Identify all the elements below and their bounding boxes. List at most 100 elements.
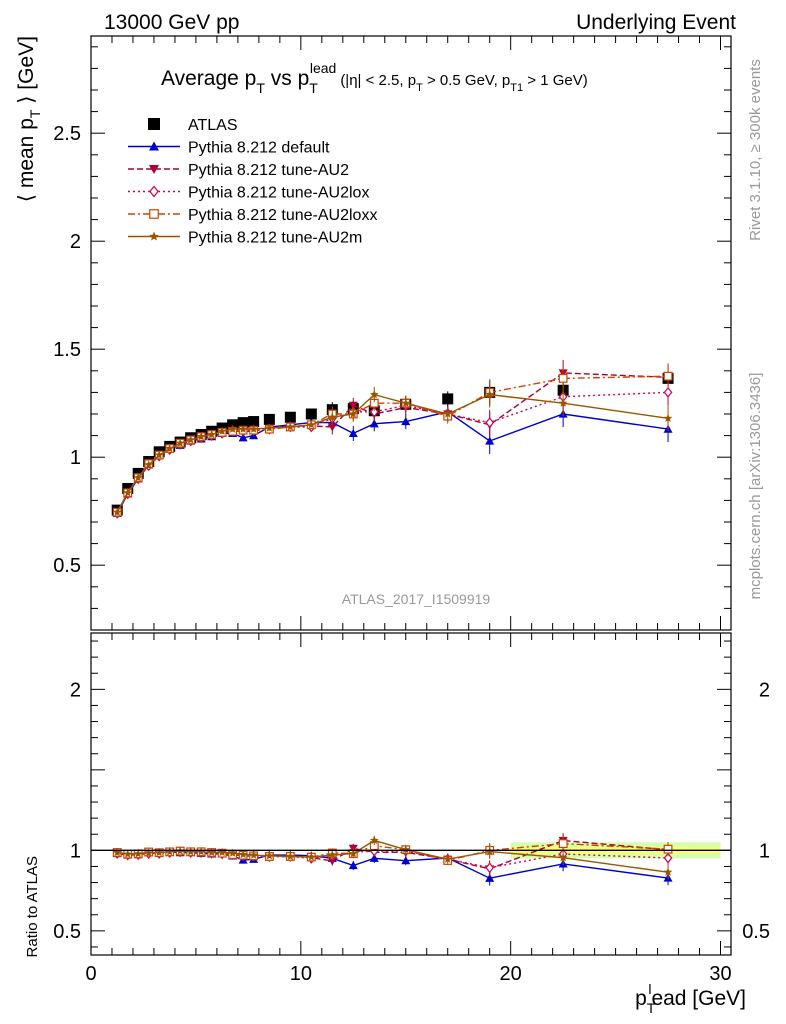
data-point: [263, 413, 275, 425]
watermark: ATLAS_2017_I1509919: [342, 591, 491, 607]
legend-marker: [149, 185, 159, 198]
ratio-point: [349, 849, 358, 858]
ratio-point: [196, 847, 206, 856]
data-point: [485, 390, 494, 399]
ratio-point: [485, 873, 495, 882]
series-line: [116, 391, 669, 514]
data-point: [349, 409, 358, 418]
ratio-point: [558, 839, 568, 849]
ratio-point: [307, 852, 316, 861]
mcplots-label: mcplots.cern.ch [arXiv:1306.3436]: [747, 373, 764, 600]
ratio-point: [663, 867, 673, 876]
data-point: [558, 373, 568, 383]
data-point: [663, 386, 673, 398]
legend: ATLAS Pythia 8.212 default Pythia 8.212 tu…: [128, 117, 377, 247]
y-tick-label: 0.5: [53, 555, 81, 577]
ratio-point: [401, 845, 410, 854]
legend-label: Pythia 8.212 tune-AU2lox: [188, 185, 369, 202]
data-point: [305, 408, 317, 420]
ratio-tick-label-right: 1: [759, 840, 770, 862]
data-point: [307, 420, 316, 429]
data-point: [401, 398, 410, 407]
ratio-plot: 0 10 20 30 0.5 0.5 1 1 2 2: [53, 632, 770, 985]
data-point: [186, 435, 195, 444]
ratio-y-axis-label: Ratio to ATLAS: [24, 856, 41, 957]
data-point: [369, 419, 379, 428]
series-4: [112, 363, 673, 517]
x-tick-label: 20: [500, 963, 522, 985]
data-point: [485, 417, 495, 429]
x-tick-label: 0: [85, 963, 96, 985]
data-point: [248, 416, 260, 428]
data-point: [369, 406, 379, 418]
x-tick-label: 30: [709, 963, 731, 985]
y-tick-label: 1: [70, 447, 81, 469]
data-point: [144, 460, 153, 469]
ratio-point: [123, 849, 132, 858]
data-point: [558, 398, 568, 407]
legend-item: Pythia 8.212 tune-AU2: [128, 162, 349, 179]
ratio-point: [663, 852, 673, 864]
legend-item: Pythia 8.212 tune-AU2m: [128, 230, 362, 247]
data-point: [112, 507, 122, 516]
ratio-point: [443, 854, 452, 863]
legend-label: ATLAS: [188, 117, 238, 134]
main-frame: [90, 35, 732, 631]
ratio-point: [369, 853, 379, 862]
ratio-point: [207, 848, 216, 857]
data-point: [327, 423, 337, 432]
legend-item: Pythia 8.212 default: [128, 140, 330, 157]
ratio-point: [265, 851, 274, 860]
data-point: [328, 412, 337, 421]
data-point: [348, 428, 358, 438]
data-point: [249, 424, 258, 433]
data-point: [485, 436, 495, 445]
legend-marker: [149, 231, 159, 241]
ratio-tick-label-left: 1: [70, 840, 81, 862]
ratio-point: [154, 848, 164, 857]
legend-item: ATLAS: [148, 117, 238, 134]
data-point: [663, 371, 673, 381]
series-line: [116, 375, 669, 513]
ratio-point: [186, 847, 195, 856]
y-tick-label: 1.5: [53, 339, 81, 361]
y-axis-label: ⟨ mean pT ⟩ [GeV]: [15, 36, 43, 202]
ratio-point: [217, 848, 227, 857]
legend-label: Pythia 8.212 default: [188, 140, 330, 157]
x-axis-label: pTlead [GeV]: [635, 981, 746, 1016]
legend-label: Pythia 8.212 tune-AU2m: [188, 230, 362, 247]
legend-item: Pythia 8.212 tune-AU2loxx: [128, 207, 377, 224]
legend-marker: [148, 118, 160, 130]
ratio-point: [558, 853, 568, 862]
data-point: [237, 417, 249, 429]
series-line: [116, 393, 669, 513]
main-ticks: 0.5 1 1.5 2 2.5: [53, 36, 731, 630]
series-line: [116, 372, 669, 513]
legend-label: Pythia 8.212 tune-AU2: [188, 162, 349, 179]
ratio-point: [401, 856, 411, 865]
data-point: [228, 424, 237, 433]
ratio-point: [144, 848, 153, 857]
ratio-point: [327, 857, 337, 866]
data-point: [401, 417, 411, 426]
ratio-data: [91, 833, 731, 886]
legend-marker: [149, 141, 159, 151]
data-point: [154, 450, 164, 459]
series-5: [112, 381, 673, 516]
ratio-point: [165, 847, 174, 856]
ratio-point: [238, 850, 248, 859]
data-point: [265, 423, 274, 432]
x-tick-label: 10: [290, 963, 312, 985]
data-point: [217, 426, 227, 435]
legend-item: Pythia 8.212 tune-AU2lox: [128, 185, 369, 202]
y-tick-label: 2.5: [53, 123, 81, 145]
chart-title: Average pT vs pTlead(|η| < 2.5, pT > 0.5…: [161, 60, 588, 96]
ratio-point: [328, 850, 337, 859]
data-point: [207, 430, 216, 439]
main-plot: 0.5 1 1.5 2 2.5 ATLAS_2017_I1509919: [53, 35, 732, 631]
ratio-point: [663, 844, 673, 854]
y-tick-label: 2: [70, 231, 81, 253]
ratio-tick-label-right: 2: [759, 679, 770, 701]
data-point: [370, 390, 379, 399]
